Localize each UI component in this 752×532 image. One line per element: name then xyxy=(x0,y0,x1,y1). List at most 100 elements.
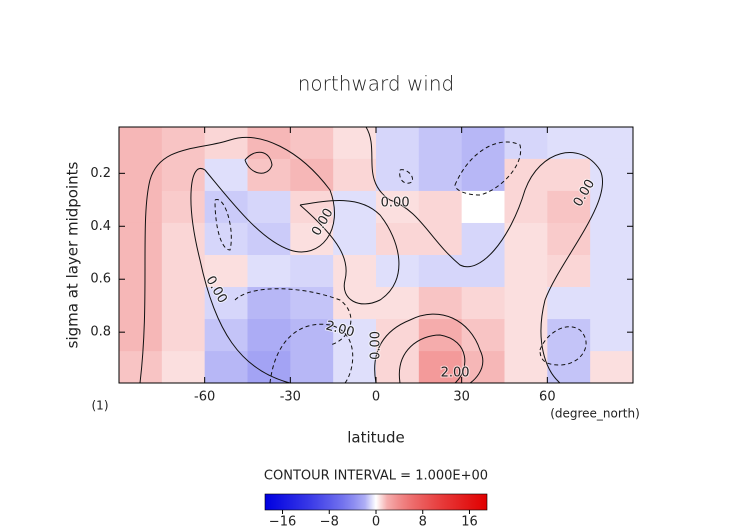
field-cell xyxy=(247,351,291,383)
field-cell xyxy=(461,158,505,192)
field-cell xyxy=(204,351,248,383)
field-cell xyxy=(119,319,163,352)
field-cell xyxy=(547,255,591,288)
field-cell xyxy=(161,255,206,288)
field xyxy=(119,127,633,383)
field-cell xyxy=(376,255,420,288)
field-cell xyxy=(290,255,334,288)
colorbar-tick-label: −16 xyxy=(269,515,296,530)
x-tick-label: -60 xyxy=(194,390,215,405)
field-cell xyxy=(461,222,505,256)
field-cell xyxy=(333,351,377,383)
field-cell xyxy=(119,287,163,320)
field-cell xyxy=(590,287,633,320)
y-tick-label: 0.6 xyxy=(90,272,111,287)
field-cell xyxy=(418,351,463,383)
field-cell xyxy=(418,158,463,192)
field-cell xyxy=(333,255,377,288)
field-cell xyxy=(547,190,591,224)
field-cell xyxy=(376,319,420,352)
field-cell xyxy=(247,158,291,192)
field-cell xyxy=(161,319,206,352)
colorbar-tick-label: 16 xyxy=(461,515,478,530)
field-cell xyxy=(247,287,291,320)
y-axis-label: sigma at layer midpoints xyxy=(64,161,82,348)
colorbar-tick-label: 0 xyxy=(372,515,380,530)
field-cell xyxy=(504,190,548,224)
field-cell xyxy=(590,222,633,256)
field-cell xyxy=(119,222,163,256)
field-cell xyxy=(504,255,548,288)
contour-interval: CONTOUR INTERVAL = 1.000E+00 xyxy=(264,469,488,484)
field-cell xyxy=(333,127,377,160)
panel-label: (1) xyxy=(92,399,109,413)
field-cell xyxy=(247,190,291,224)
field-cell xyxy=(376,351,420,383)
field-cell xyxy=(204,255,248,288)
field-cell xyxy=(461,351,505,383)
field-cell xyxy=(461,127,505,160)
field-cell xyxy=(376,127,420,160)
field-cell xyxy=(504,127,548,160)
field-cell xyxy=(547,127,591,160)
contour-label: 2.00 xyxy=(441,366,470,381)
x-axis-label: latitude xyxy=(347,429,405,447)
field-cell xyxy=(161,351,206,383)
field-cell xyxy=(161,158,206,192)
field-cell xyxy=(547,351,591,383)
x-tick-label: 30 xyxy=(453,390,470,405)
field-cell xyxy=(161,222,206,256)
field-cell xyxy=(290,190,334,224)
field-cell xyxy=(590,158,633,192)
field-cell xyxy=(590,255,633,288)
contour-lines xyxy=(139,127,603,383)
field-cell xyxy=(119,158,163,192)
colorbar-tick-label: −8 xyxy=(320,515,339,530)
field-cell xyxy=(547,319,591,352)
field-cell xyxy=(590,319,633,352)
field-cell xyxy=(119,127,163,160)
field-cell xyxy=(247,319,291,352)
field-cell xyxy=(461,287,505,320)
field-cell xyxy=(418,190,463,224)
contour-label: 0.00 xyxy=(369,331,384,360)
field-cell xyxy=(376,158,420,192)
field-cell xyxy=(504,222,548,256)
field-cell xyxy=(504,351,548,383)
field-cell xyxy=(504,287,548,320)
colorbar xyxy=(264,493,488,511)
x-unit: (degree_north) xyxy=(550,407,640,421)
field-cell xyxy=(161,287,206,320)
field-cell xyxy=(119,255,163,288)
colorbar-tick-label: 8 xyxy=(419,515,427,530)
field-cell xyxy=(161,127,206,160)
y-tick-label: 0.8 xyxy=(90,325,111,340)
field-cell xyxy=(547,158,591,192)
field-cell xyxy=(376,287,420,320)
field-cell xyxy=(204,127,248,160)
field-cell xyxy=(376,190,420,224)
field-cell xyxy=(461,319,505,352)
field-cell xyxy=(247,127,291,160)
field-cell xyxy=(204,319,248,352)
field-cell xyxy=(204,222,248,256)
field-cell xyxy=(547,287,591,320)
x-tick-label: 0 xyxy=(372,390,380,405)
field-cell xyxy=(461,190,505,224)
chart-title: northward wind xyxy=(298,72,454,96)
field-cell xyxy=(547,222,591,256)
x-tick-label: 60 xyxy=(539,390,556,405)
field-cell xyxy=(247,255,291,288)
field-cell xyxy=(590,127,633,160)
y-tick-label: 0.2 xyxy=(90,166,111,181)
field-cell xyxy=(204,158,248,192)
field-cell xyxy=(333,319,377,352)
field-cell xyxy=(590,351,633,383)
field-cell xyxy=(290,351,334,383)
field-cell xyxy=(333,158,377,192)
field-cell xyxy=(333,222,377,256)
field-cell xyxy=(290,127,334,160)
field-cell xyxy=(590,190,633,224)
field-cell xyxy=(161,190,206,224)
contour-label: 0.00 xyxy=(381,196,410,211)
